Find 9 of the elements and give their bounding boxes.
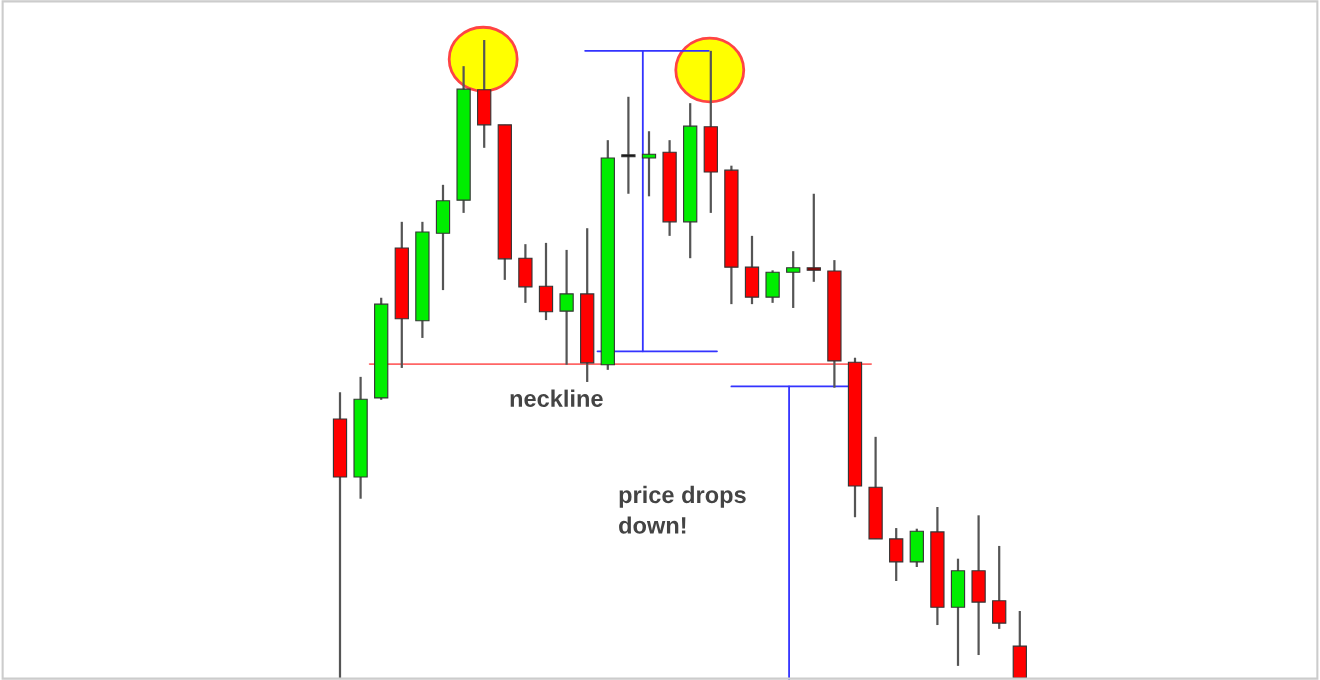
candlestick bbox=[559, 248, 574, 366]
candlestick bbox=[992, 544, 1007, 630]
ref-line-label: neckline bbox=[510, 389, 603, 407]
annotation: price drops down! bbox=[619, 485, 746, 534]
candlestick bbox=[786, 250, 801, 310]
candlestick bbox=[641, 130, 657, 198]
candlestick bbox=[889, 526, 904, 583]
candlestick bbox=[621, 95, 636, 195]
candlestick bbox=[806, 192, 821, 283]
